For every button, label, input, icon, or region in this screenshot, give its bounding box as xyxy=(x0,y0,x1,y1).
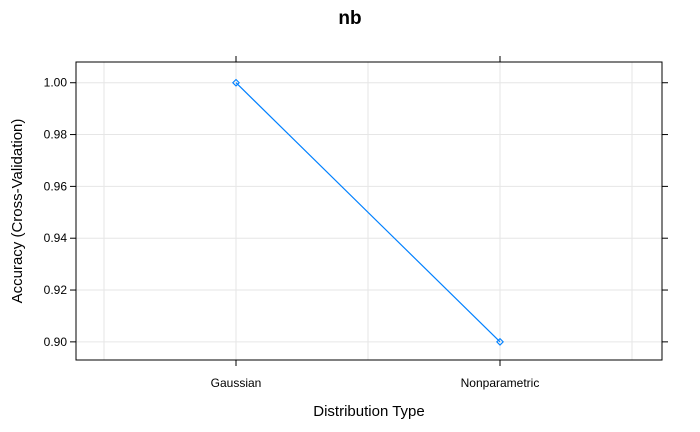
y-axis: 0.90 0.92 0.94 0.96 0.98 1.00 xyxy=(44,76,668,349)
grid xyxy=(76,62,662,360)
y-tick-label: 0.90 xyxy=(44,335,68,349)
chart-title: nb xyxy=(338,8,361,29)
y-tick-label: 0.92 xyxy=(44,283,68,297)
y-axis-label: Accuracy (Cross-Validation) xyxy=(9,119,26,304)
y-tick-label: 0.94 xyxy=(44,231,68,245)
series-layer xyxy=(232,78,504,346)
series-line xyxy=(235,82,501,343)
y-tick-label: 0.96 xyxy=(44,179,68,193)
x-tick-label: Gaussian xyxy=(211,376,262,390)
x-axis: Gaussian Nonparametric xyxy=(211,56,540,390)
y-tick-label: 1.00 xyxy=(44,76,68,90)
x-tick-label: Nonparametric xyxy=(461,376,540,390)
data-point xyxy=(232,78,240,87)
plot-frame xyxy=(75,61,663,361)
y-tick-label: 0.98 xyxy=(44,128,68,142)
data-point xyxy=(496,337,504,346)
x-axis-label: Distribution Type xyxy=(313,403,424,420)
